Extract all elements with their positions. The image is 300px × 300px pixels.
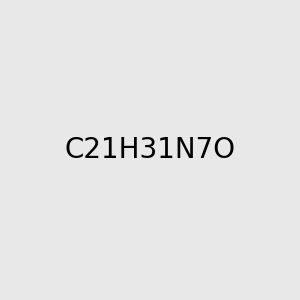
- Text: C21H31N7O: C21H31N7O: [64, 136, 236, 164]
